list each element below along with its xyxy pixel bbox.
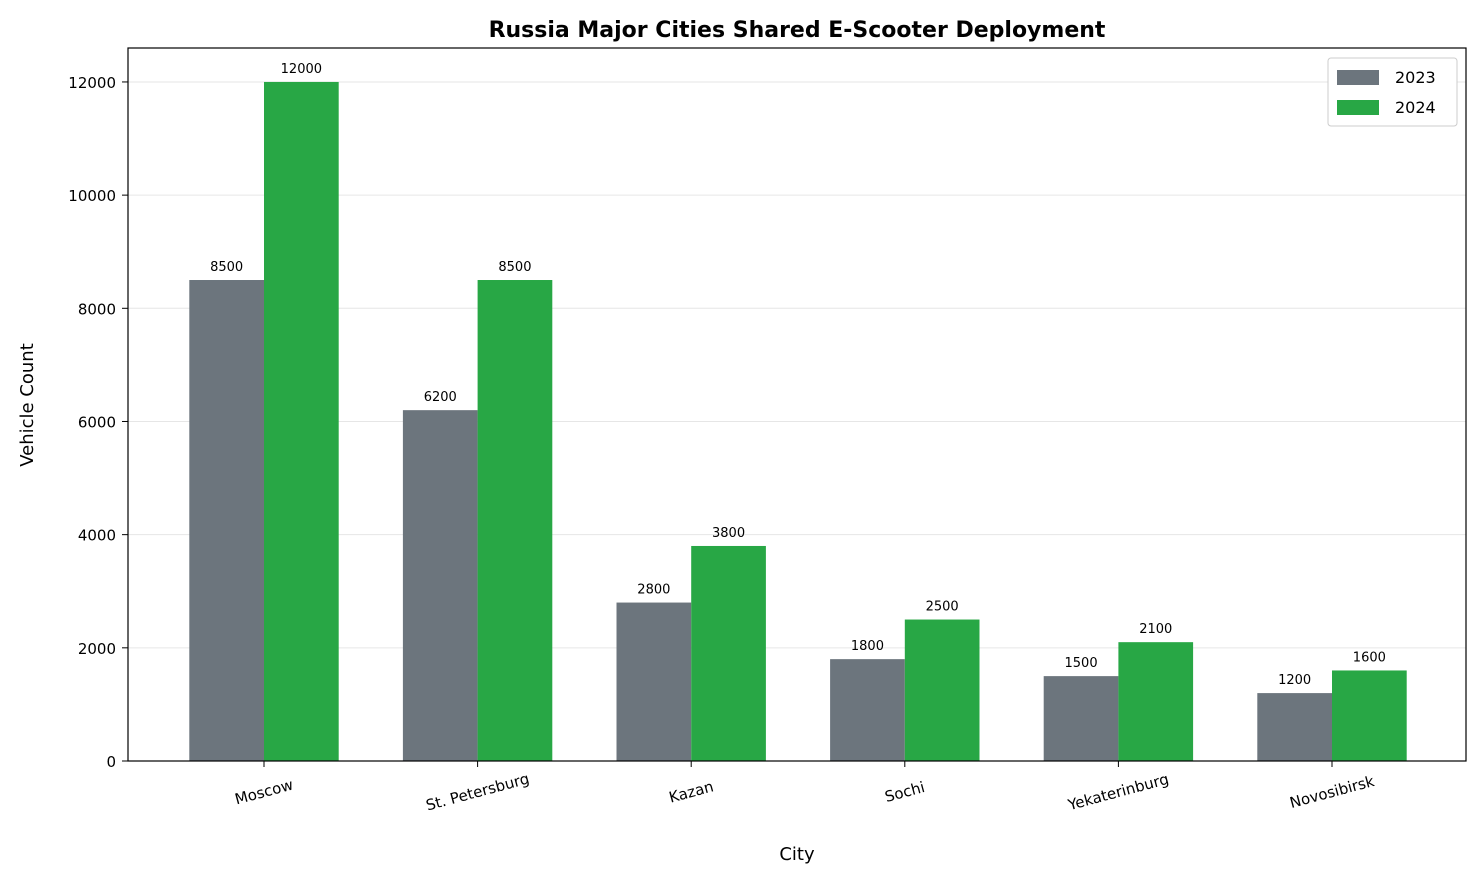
legend-frame (1327, 57, 1458, 127)
data-label: 2500 (926, 600, 959, 615)
data-label: 1600 (1353, 650, 1386, 665)
bar-2023-sochi (830, 659, 905, 761)
data-labels: 8500 12000 6200 8500 2800 3800 1800 2500 1500 210… (210, 62, 1386, 688)
bar-2023-moscow (189, 280, 264, 761)
bar-2023-kazan (616, 602, 692, 761)
y-tick-label: 2000 (78, 640, 116, 658)
y-tick-label: 0 (106, 753, 116, 771)
data-label: 1200 (1278, 673, 1311, 688)
legend: 2023 2024 (1327, 57, 1458, 127)
data-label: 8500 (498, 260, 531, 275)
bar-2024-yekaterinburg (1118, 642, 1194, 761)
bar-2023-novosibirsk (1257, 693, 1332, 761)
bar-2024-sochi (904, 619, 980, 761)
legend-label: 2024 (1395, 98, 1436, 117)
data-label: 1800 (851, 639, 884, 654)
legend-swatch (1337, 70, 1379, 85)
bar-2023-st-petersburg (402, 410, 478, 761)
data-label: 1500 (1065, 656, 1098, 671)
x-tick-label: Kazan (667, 777, 715, 806)
bars (189, 81, 1407, 761)
data-label: 2800 (637, 583, 670, 598)
x-tick-label: Yekaterinburg (1065, 770, 1171, 814)
chart-title: Russia Major Cities Shared E-Scooter Dep… (489, 18, 1106, 43)
y-tick-label: 4000 (78, 527, 116, 545)
grid-lines (128, 81, 1466, 762)
x-axis: Moscow St. Petersburg Kazan Sochi Yekaterinb… (233, 761, 1377, 814)
bar-2024-novosibirsk (1332, 670, 1407, 761)
x-axis-label: City (779, 844, 815, 865)
legend-swatch (1337, 100, 1379, 115)
x-tick-label: St. Petersburg (424, 770, 531, 815)
bar-2024-moscow (264, 81, 339, 761)
data-label: 8500 (210, 260, 243, 275)
y-tick-label: 10000 (68, 187, 116, 205)
bar-2023-yekaterinburg (1043, 676, 1119, 761)
x-tick-label: Sochi (883, 778, 927, 806)
plot-frame (127, 47, 1467, 762)
legend-label: 2023 (1395, 68, 1436, 87)
data-label: 2100 (1139, 622, 1172, 637)
y-tick-label: 8000 (78, 300, 116, 318)
y-axis-label: Vehicle Count (17, 343, 38, 467)
x-tick-label: Moscow (233, 776, 295, 809)
x-tick-label: Novosibirsk (1288, 772, 1377, 812)
data-label: 12000 (281, 62, 322, 77)
y-tick-label: 12000 (68, 74, 116, 92)
data-label: 3800 (712, 526, 745, 541)
bar-2024-kazan (691, 545, 766, 761)
bar-2024-st-petersburg (477, 280, 553, 761)
data-label: 6200 (424, 390, 457, 405)
y-axis: 0 2000 4000 6000 8000 10000 12000 (68, 74, 128, 771)
y-tick-label: 6000 (78, 413, 116, 431)
